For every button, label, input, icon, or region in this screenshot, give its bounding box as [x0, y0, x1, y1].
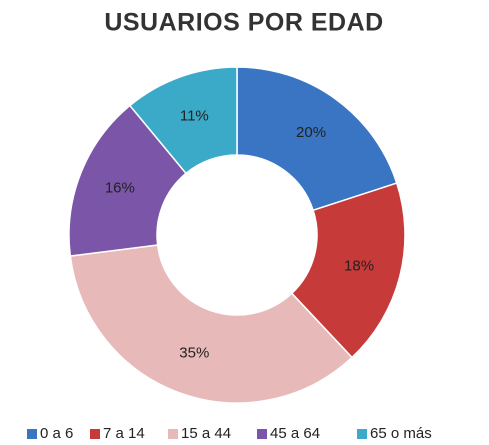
legend-swatch [90, 429, 100, 439]
slice [128, 66, 238, 175]
legend-label: 7 a 14 [103, 425, 145, 442]
data-label: 16% [105, 180, 135, 197]
legend-swatch [168, 429, 178, 439]
slice [236, 66, 398, 212]
data-label: 18% [344, 257, 374, 274]
legend-label: 45 a 64 [270, 425, 320, 442]
slice [69, 244, 354, 404]
legend-swatch [27, 429, 37, 439]
data-label: 11% [180, 107, 209, 124]
slice [290, 182, 406, 359]
legend-label: 15 a 44 [181, 425, 231, 442]
data-label: 20% [296, 124, 326, 141]
data-label: 35% [179, 345, 209, 362]
slice [68, 104, 188, 257]
chart-title: USUARIOS POR EDAD [104, 9, 383, 37]
legend-label: 0 a 6 [40, 425, 73, 442]
legend-label: 65 o más [370, 425, 432, 442]
legend-swatch [257, 429, 267, 439]
legend-swatch [357, 429, 367, 439]
